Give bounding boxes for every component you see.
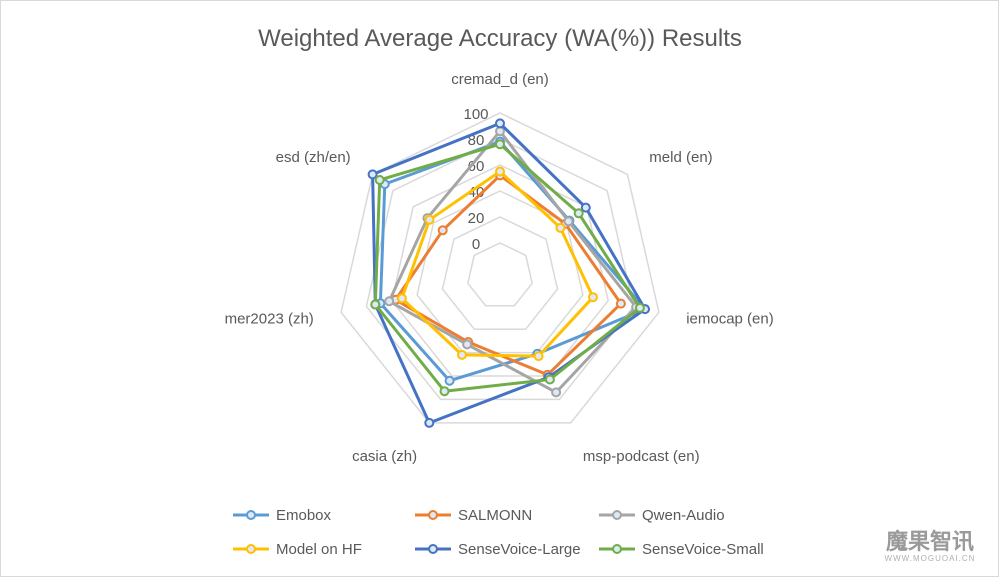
data-point — [370, 299, 381, 310]
data-point — [495, 118, 505, 129]
watermark-logo: 魔果智讯 WWW.MOGUOAI.CN — [870, 525, 990, 570]
axis-label: meld (en) — [649, 149, 712, 166]
data-point — [396, 293, 407, 304]
data-point — [439, 386, 450, 397]
series-model-on-hf — [396, 166, 598, 362]
data-point — [580, 202, 591, 213]
legend-label: Qwen-Audio — [642, 507, 725, 524]
data-point — [384, 296, 395, 307]
grid-ring — [466, 242, 534, 307]
axis-label: esd (zh/en) — [276, 149, 351, 166]
series-line — [378, 140, 647, 383]
data-point — [462, 339, 473, 350]
axis-label: mer2023 (zh) — [225, 311, 314, 328]
tick-label: 60 — [468, 158, 485, 175]
data-point — [544, 374, 555, 385]
data-point — [634, 302, 645, 313]
series-qwen-audio — [384, 126, 642, 398]
grid-ring — [365, 138, 635, 401]
series-line — [371, 121, 647, 425]
grid-ring — [416, 190, 584, 354]
series-line — [394, 173, 623, 377]
watermark-subtext: WWW.MOGUOAI.CN — [885, 554, 976, 563]
data-point — [424, 214, 435, 225]
data-point — [444, 375, 455, 386]
data-point — [533, 351, 544, 362]
legend-label: SenseVoice-Large — [458, 541, 581, 558]
legend-marker — [246, 544, 256, 554]
data-point — [495, 139, 505, 150]
data-point — [495, 166, 505, 177]
legend-marker — [612, 544, 622, 554]
legend-item: SenseVoice-Small — [599, 541, 764, 558]
data-point — [555, 222, 566, 233]
legend-marker — [428, 510, 438, 520]
legend-label: Emobox — [276, 507, 332, 524]
legend-marker — [246, 510, 256, 520]
radar-grid — [340, 112, 660, 424]
series-layer — [367, 118, 650, 428]
legend-marker — [612, 510, 622, 520]
legend-item: Qwen-Audio — [599, 507, 725, 524]
data-point — [367, 169, 378, 180]
axis-label: casia (zh) — [352, 448, 417, 465]
legend-item: Emobox — [233, 507, 332, 524]
data-point — [588, 292, 598, 303]
legend-label: SenseVoice-Small — [642, 541, 764, 558]
legend-item: Model on HF — [233, 541, 362, 558]
legend-item: SenseVoice-Large — [415, 541, 581, 558]
data-point — [615, 298, 626, 309]
series-line — [387, 129, 638, 394]
tick-label: 100 — [463, 106, 488, 123]
grid-ring — [441, 216, 559, 330]
data-point — [457, 349, 467, 360]
data-point — [374, 175, 385, 185]
grid-ring — [340, 112, 660, 424]
tick-label: 0 — [472, 236, 480, 253]
data-point — [437, 225, 448, 236]
watermark-text: 魔果智讯 — [886, 529, 974, 554]
chart-title: Weighted Average Accuracy (WA(%)) Result… — [258, 25, 742, 52]
tick-label: 20 — [468, 210, 485, 227]
series-sensevoice-small — [370, 139, 645, 397]
legend-label: Model on HF — [276, 541, 362, 558]
legend-label: SALMONN — [458, 507, 532, 524]
data-point — [563, 216, 574, 227]
axis-label: iemocap (en) — [686, 311, 774, 328]
series-line — [400, 170, 595, 358]
series-line — [373, 142, 642, 393]
axis-label: cremad_d (en) — [451, 71, 549, 88]
data-point — [424, 417, 435, 428]
legend: Emobox SALMONN Qwen-Audio Model on HF SenseV… — [233, 507, 764, 558]
axis-label: msp-podcast (en) — [583, 448, 700, 465]
data-point — [573, 208, 584, 219]
grid-ring — [390, 164, 610, 377]
legend-item: SALMONN — [415, 507, 532, 524]
legend-marker — [428, 544, 438, 554]
axis-labels: cremad_d (en) meld (en) iemocap (en) msp-po… — [225, 71, 774, 465]
data-point — [551, 387, 562, 398]
tick-label: 40 — [468, 184, 485, 201]
